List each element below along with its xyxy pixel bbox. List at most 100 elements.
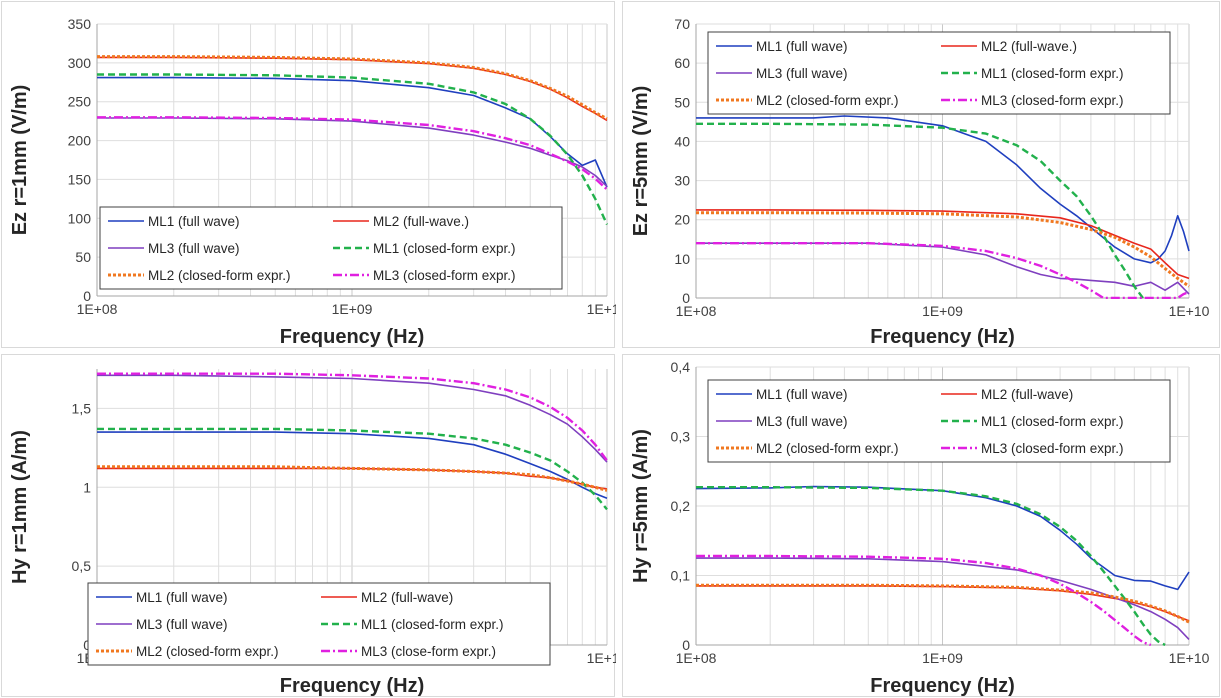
legend-label: ML2 (closed-form expr.) [136, 644, 279, 659]
x-axis-title: Frequency (Hz) [870, 326, 1014, 348]
y-tick-label: 60 [674, 55, 690, 71]
legend-box [99, 206, 563, 290]
series-line [97, 73, 609, 225]
legend-label: ML3 (full wave) [148, 241, 240, 256]
legend-label: ML2 (full-wave) [981, 387, 1073, 402]
series-group [696, 485, 1190, 646]
y-tick-label: 0,2 [671, 498, 691, 514]
series-line [696, 557, 1190, 640]
legend-label: ML3 (close-form expr.) [361, 644, 496, 659]
y-tick-label: 150 [68, 171, 92, 187]
chart-svg: 0 50 100 150 200 250 300 350 1E+08 1E+09 1E+10 Freq… [9, 16, 616, 348]
legend-box [87, 582, 551, 666]
legend-label: ML1 (closed-form expr.) [361, 617, 504, 632]
series-line [97, 431, 608, 500]
series-line [696, 211, 1190, 288]
y-tick-label: 0 [83, 637, 91, 653]
legend-label: ML2 (full-wave) [361, 590, 453, 605]
y-tick-label: 50 [674, 94, 690, 110]
legend-label: ML2 (closed-form expr.) [148, 268, 291, 283]
legend-label: ML2 (closed-form expr.) [756, 441, 899, 456]
y-tick-label: 70 [674, 16, 690, 32]
y-tick-label: 20 [674, 212, 690, 228]
legend-label: ML1 (full wave) [148, 214, 240, 229]
legend-label: ML2 (full-wave.) [981, 39, 1077, 54]
legend-box [707, 31, 1171, 115]
y-tick-label: 100 [68, 210, 92, 226]
y-axis-title: Ez r=5mm (V/m) [630, 86, 652, 237]
legend-label: ML3 (closed-form expr.) [981, 441, 1124, 456]
legend-box [707, 379, 1171, 463]
x-tick-label: 1E+08 [676, 303, 717, 319]
legend-label: ML2 (closed-form expr.) [756, 93, 899, 108]
legend-label: ML2 (full-wave.) [373, 214, 469, 229]
y-tick-label: 0,4 [671, 359, 691, 375]
legend-label: ML1 (full wave) [756, 39, 848, 54]
legend-label: ML1 (full wave) [136, 590, 228, 605]
legend: ML1 (full wave) ML2 (full-wave) ML3 (full … [87, 582, 551, 666]
legend-label: ML1 (closed-form expr.) [981, 66, 1124, 81]
x-tick-label: 1E+10 [587, 301, 616, 317]
y-tick-label: 1 [83, 479, 91, 495]
series-line [97, 374, 608, 463]
series-line [696, 115, 1190, 264]
y-tick-label: 0 [682, 637, 690, 653]
y-tick-label: 350 [68, 16, 92, 32]
y-tick-label: 0 [83, 288, 91, 304]
series-line [97, 116, 608, 191]
series-group [97, 372, 608, 511]
x-tick-label: 1E+10 [1169, 303, 1210, 319]
series-line [97, 465, 608, 492]
chart-panel-ez-1mm: 0 50 100 150 200 250 300 350 1E+08 1E+09 1E+10 Freq… [1, 1, 616, 348]
legend-label: ML3 (closed-form expr.) [373, 268, 516, 283]
y-tick-label: 40 [674, 133, 690, 149]
series-line [696, 554, 1152, 646]
series-line [696, 209, 1190, 280]
legend-label: ML1 (closed-form expr.) [373, 241, 516, 256]
y-tick-label: 0,5 [72, 558, 92, 574]
legend-label: ML1 (closed-form expr.) [981, 414, 1124, 429]
legend-label: ML1 (full wave) [756, 387, 848, 402]
series-line [696, 485, 1166, 646]
x-axis-title: Frequency (Hz) [280, 675, 424, 697]
chart-svg: 0 10 20 30 40 50 60 70 1E+08 1E+09 1E+10 Frequency … [630, 16, 1210, 348]
y-tick-label: 0 [682, 290, 690, 306]
legend-label: ML3 (full wave) [136, 617, 228, 632]
y-axis-title: Hy r=5mm (A/m) [630, 429, 652, 583]
x-axis-title: Frequency (Hz) [870, 675, 1014, 697]
x-tick-label: 1E+10 [1169, 650, 1210, 666]
legend: ML1 (full wave) ML2 (full-wave.) ML3 (full… [99, 206, 563, 290]
y-tick-label: 10 [674, 251, 690, 267]
x-axis-title: Frequency (Hz) [280, 326, 424, 348]
y-axis-title: Ez r=1mm (V/m) [9, 85, 31, 236]
series-group [696, 115, 1190, 299]
y-tick-label: 30 [674, 173, 690, 189]
x-tick-label: 1E+09 [332, 301, 373, 317]
legend-label: ML3 (full wave) [756, 66, 848, 81]
series-line [696, 122, 1144, 299]
chart-panel-ez-5mm: 0 10 20 30 40 50 60 70 1E+08 1E+09 1E+10 Frequency … [622, 1, 1220, 348]
x-tick-label: 1E+09 [922, 650, 963, 666]
y-tick-label: 1,5 [72, 400, 92, 416]
x-tick-label: 1E+08 [676, 650, 717, 666]
series-line [97, 56, 608, 122]
y-tick-label: 300 [68, 55, 92, 71]
legend-label: ML3 (full wave) [756, 414, 848, 429]
series-line [97, 55, 608, 121]
chart-svg: 0 0,1 0,2 0,3 0,4 1E+08 1E+09 1E+10 Frequency (H… [630, 359, 1210, 697]
y-tick-label: 50 [75, 249, 91, 265]
series-line [97, 372, 608, 462]
legend: ML1 (full wave) ML2 (full-wave.) ML3 (full… [707, 31, 1171, 115]
y-tick-label: 0,3 [671, 429, 691, 445]
series-line [97, 76, 608, 188]
x-tick-label: 1E+08 [77, 301, 118, 317]
x-tick-label: 1E+10 [587, 650, 616, 666]
x-tick-label: 1E+09 [922, 303, 963, 319]
y-axis-title: Hy r=1mm (A/m) [9, 430, 31, 584]
y-tick-label: 200 [68, 133, 92, 149]
legend: ML1 (full wave) ML2 (full-wave) ML3 (full … [707, 379, 1171, 463]
y-tick-label: 0,1 [671, 568, 691, 584]
series-line [696, 583, 1190, 624]
